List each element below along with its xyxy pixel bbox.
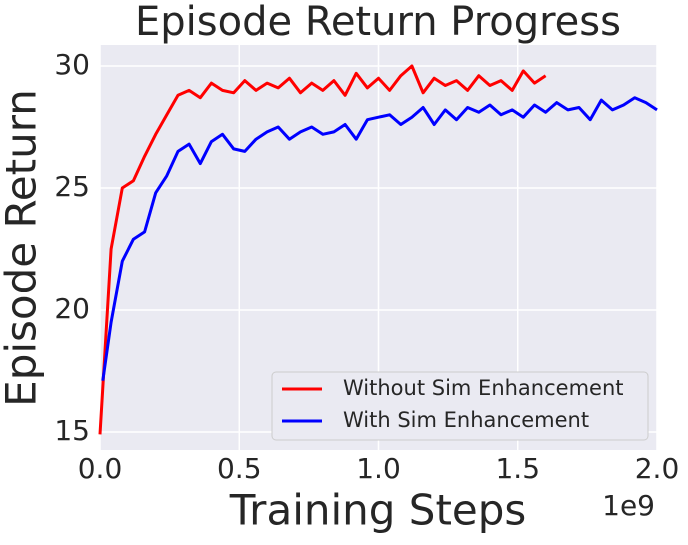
x-tick-label: 1.0 — [356, 452, 401, 485]
y-tick-label: 30 — [54, 48, 90, 81]
legend-label: With Sim Enhancement — [343, 408, 589, 432]
legend-box — [271, 371, 649, 441]
x-offset-label: 1e9 — [602, 489, 655, 522]
y-tick-label: 20 — [54, 292, 90, 325]
y-tick-label: 25 — [54, 170, 90, 203]
series-line — [101, 96, 658, 381]
chart-title: Episode Return Progress — [135, 0, 621, 45]
x-tick-label: 2.0 — [635, 452, 680, 485]
legend-label: Without Sim Enhancement — [343, 376, 624, 400]
x-tick-label: 0.0 — [78, 452, 123, 485]
y-tick-label: 15 — [54, 414, 90, 447]
x-tick-label: 1.5 — [495, 452, 540, 485]
x-tick-label: 0.5 — [217, 452, 262, 485]
legend: Without Sim Enhancement With Sim Enhancem… — [271, 371, 649, 441]
x-axis-label: Training Steps — [229, 486, 527, 535]
series-line — [98, 64, 547, 435]
lines — [98, 64, 658, 435]
y-axis-label: Episode Return — [0, 89, 46, 407]
